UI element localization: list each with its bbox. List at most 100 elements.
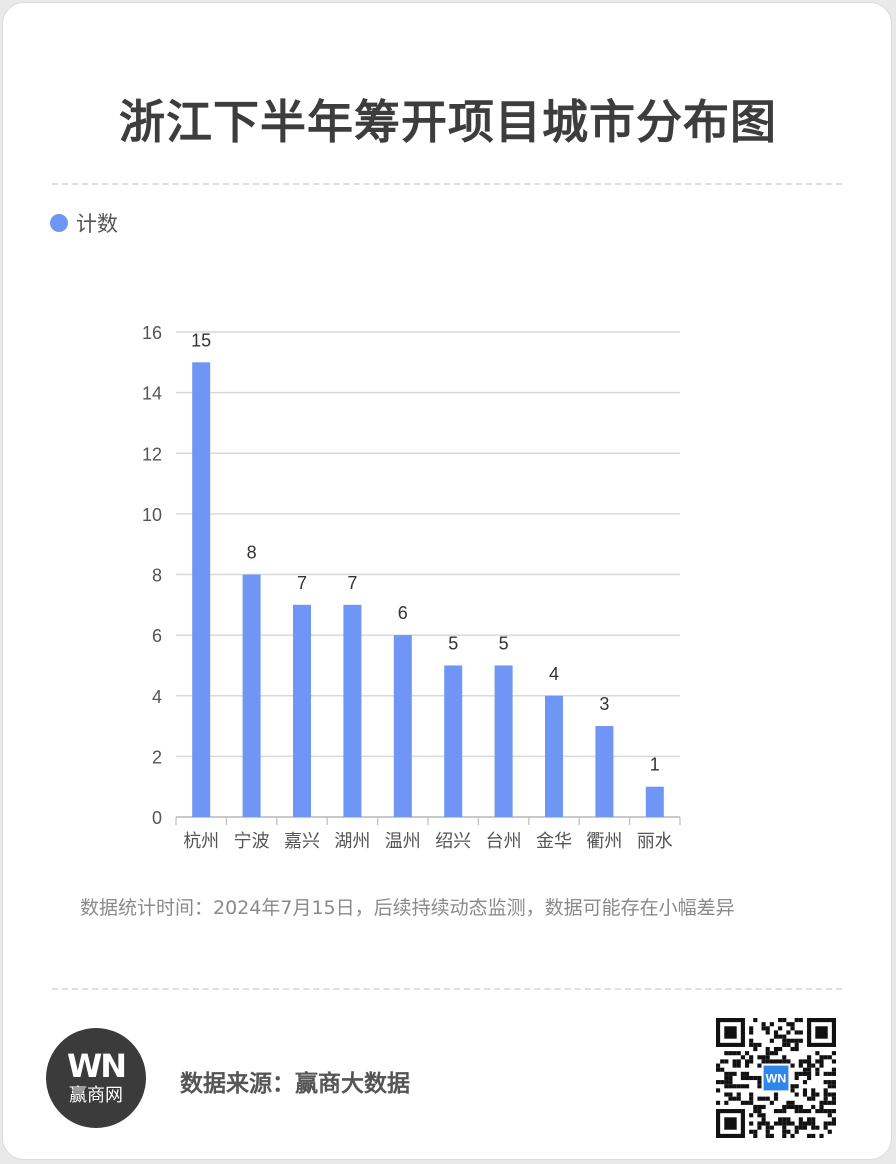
qr-module: [744, 1063, 750, 1068]
qr-module: [749, 1038, 754, 1043]
qr-module: [786, 1100, 791, 1105]
qr-module: [786, 1022, 791, 1027]
qr-module: [794, 1038, 799, 1043]
qr-module: [744, 1100, 750, 1105]
data-note: 数据统计时间：2024年7月15日，后续持续动态监测，数据可能存在小幅差异: [80, 897, 735, 919]
data-label: 1: [650, 755, 660, 775]
qr-module: [831, 1051, 836, 1056]
qr-module: [802, 1121, 808, 1126]
qr-module: [790, 1046, 795, 1052]
qr-module: [819, 1063, 824, 1068]
qr-module: [749, 1075, 754, 1081]
qr-module: [728, 1071, 733, 1076]
top-divider: [52, 183, 842, 185]
qr-module: [811, 1133, 816, 1138]
qr-module: [827, 1071, 832, 1076]
qr-module: [802, 1067, 808, 1072]
qr-module: [794, 1030, 799, 1035]
qr-module: [761, 1096, 766, 1101]
qr-module: [761, 1022, 766, 1027]
qr-module: [749, 1113, 754, 1118]
y-tick-label: 2: [152, 747, 162, 767]
qr-module: [720, 1067, 725, 1072]
qr-module: [753, 1133, 758, 1138]
qr-module: [749, 1030, 754, 1035]
qr-module: [819, 1055, 824, 1060]
qr-module: [815, 1109, 820, 1114]
qr-code-icon: WN: [716, 1018, 836, 1138]
qr-module: [794, 1109, 799, 1114]
y-tick-label: 14: [142, 384, 162, 404]
data-label: 4: [549, 664, 559, 684]
qr-module: [778, 1059, 783, 1064]
qr-module: [782, 1121, 787, 1126]
qr-module: [749, 1100, 754, 1105]
y-tick-label: 6: [152, 626, 162, 646]
qr-module: [782, 1125, 787, 1130]
qr-module: [794, 1129, 799, 1134]
qr-module: [732, 1051, 737, 1056]
qr-module: [753, 1046, 758, 1052]
qr-module: [773, 1046, 779, 1052]
qr-module: [736, 1063, 741, 1068]
qr-module: [724, 1051, 729, 1056]
y-tick-label: 16: [142, 323, 162, 343]
qr-module: [831, 1096, 836, 1101]
qr-module: [794, 1018, 799, 1023]
legend-label: 计数: [76, 212, 118, 236]
qr-module: [761, 1104, 766, 1110]
qr-module: [798, 1030, 803, 1035]
qr-module: [807, 1067, 812, 1072]
qr-module: [765, 1133, 770, 1138]
qr-module: [761, 1117, 766, 1122]
qr-module: [769, 1051, 774, 1056]
qr-module: [761, 1026, 766, 1031]
qr-module: [736, 1096, 741, 1101]
qr-module: [786, 1117, 791, 1122]
qr-module: [757, 1080, 762, 1085]
bar: [242, 574, 261, 817]
qr-module: [798, 1063, 803, 1068]
qr-module: [794, 1042, 799, 1047]
qr-module: [773, 1121, 779, 1126]
qr-module: [815, 1051, 820, 1056]
qr-module: [769, 1059, 774, 1064]
data-label: 8: [247, 543, 257, 563]
qr-module: [724, 1092, 729, 1097]
qr-module: [790, 1022, 795, 1027]
qr-module: [798, 1038, 803, 1043]
qr-module: [757, 1084, 762, 1089]
qr-module: [736, 1051, 741, 1056]
qr-module: [823, 1109, 828, 1114]
qr-module: [790, 1100, 795, 1105]
qr-module: [790, 1026, 795, 1031]
qr-module: [728, 1075, 733, 1081]
qr-module: [765, 1046, 770, 1052]
qr-module: [827, 1084, 832, 1089]
qr-module: [807, 1075, 812, 1081]
qr-module: [765, 1059, 770, 1064]
qr-module: [749, 1092, 754, 1097]
qr-module: [811, 1125, 816, 1130]
qr-module: [827, 1129, 832, 1134]
qr-module: [773, 1096, 779, 1101]
qr-module: [786, 1129, 791, 1134]
qr-module: [757, 1096, 762, 1101]
x-tick-label: 温州: [385, 831, 421, 852]
qr-module: [782, 1034, 787, 1039]
qr-module: [744, 1075, 750, 1081]
qr-module: [773, 1109, 779, 1114]
x-tick-label: 杭州: [183, 831, 219, 852]
qr-module: [823, 1055, 828, 1060]
qr-module: [802, 1088, 808, 1093]
qr-module: [757, 1055, 762, 1060]
qr-module: [819, 1104, 824, 1110]
y-tick-label: 12: [142, 444, 162, 464]
qr-module: [811, 1096, 816, 1101]
qr-module: [753, 1109, 758, 1114]
qr-module: [716, 1088, 721, 1093]
qr-module: [798, 1018, 803, 1023]
qr-module: [827, 1055, 832, 1060]
qr-module: [786, 1030, 791, 1035]
